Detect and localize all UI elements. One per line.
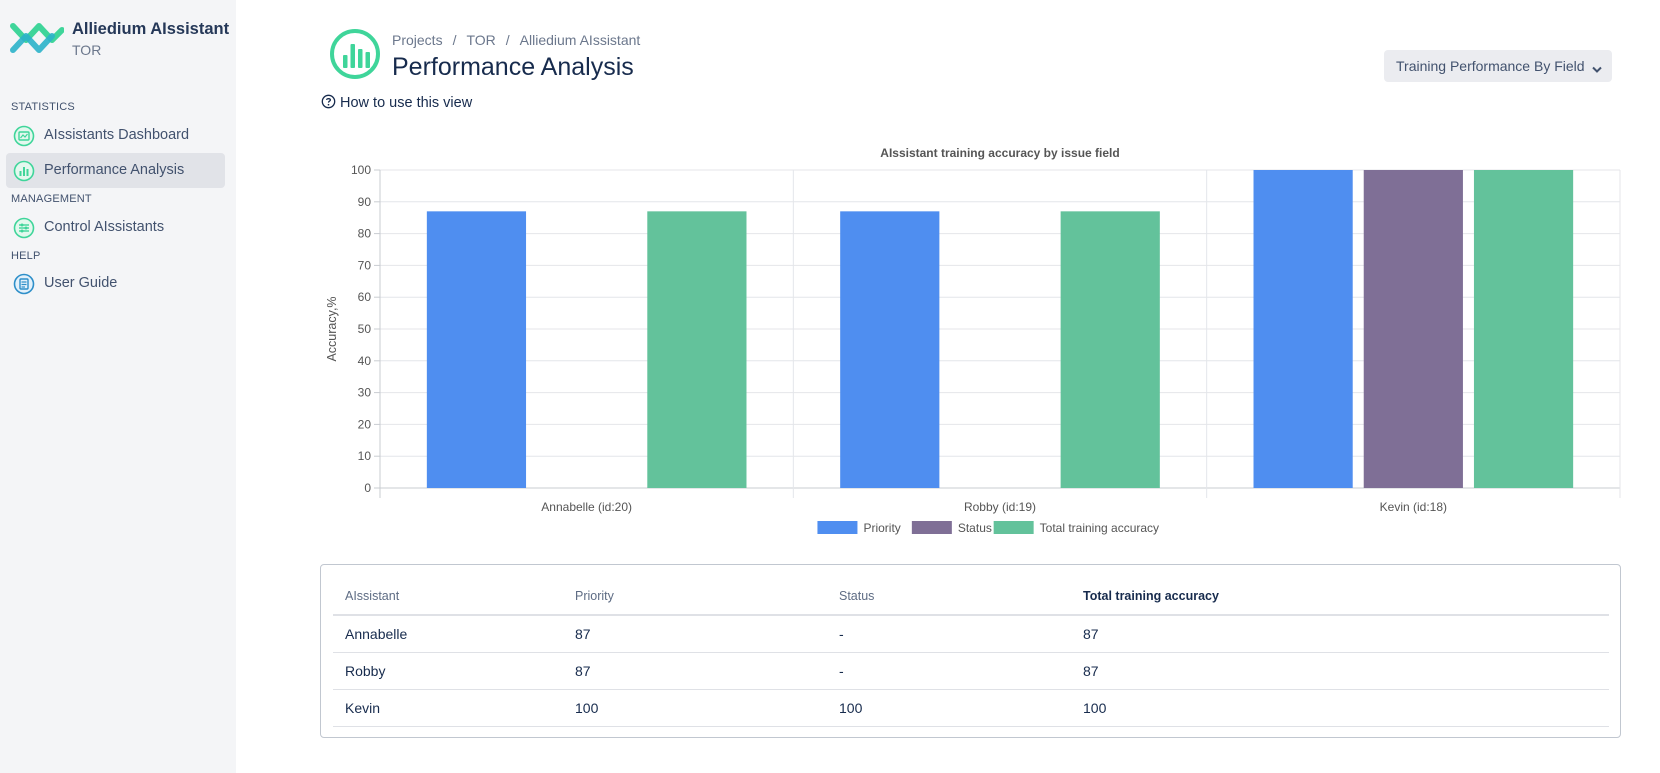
table-header-row: AIssistant Priority Status Total trainin… — [333, 577, 1609, 616]
section-label-statistics: STATISTICS — [11, 101, 75, 113]
view-select-value: Training Performance By Field — [1396, 58, 1585, 74]
y-tick-label: 0 — [364, 481, 371, 495]
legend-label: Priority — [863, 521, 900, 535]
cell-aissistant: Robby — [333, 652, 563, 690]
x-tick-label: Kevin (id:18) — [1380, 500, 1447, 514]
project-key: TOR — [72, 42, 102, 58]
breadcrumb-separator: / — [452, 32, 457, 48]
sidebar-item-user-guide[interactable]: User Guide — [6, 266, 225, 301]
y-tick-label: 10 — [358, 449, 372, 463]
sliders-icon — [13, 217, 35, 239]
cell-priority: 87 — [563, 652, 827, 690]
document-icon — [13, 273, 35, 295]
question-circle-icon — [321, 94, 336, 109]
breadcrumb-projects[interactable]: Projects — [392, 32, 443, 48]
x-tick-label: Robby (id:19) — [964, 500, 1036, 514]
view-select-dropdown[interactable]: Training Performance By Field — [1384, 50, 1612, 82]
y-tick-label: 90 — [358, 195, 372, 209]
bar-total-training-accuracy — [1473, 170, 1574, 488]
column-header-priority[interactable]: Priority — [563, 577, 827, 616]
breadcrumb-separator: / — [505, 32, 510, 48]
how-to-use-link[interactable]: How to use this view — [321, 94, 472, 111]
table-row: Kevin 100 100 100 — [333, 689, 1609, 727]
table-row: Robby 87 - 87 — [333, 652, 1609, 690]
cell-total: 87 — [1071, 652, 1609, 690]
sidebar-item-performance-analysis[interactable]: Performance Analysis — [6, 153, 225, 188]
bar-chart-icon — [13, 160, 35, 182]
sidebar-item-label: Performance Analysis — [44, 162, 185, 178]
y-tick-label: 30 — [358, 386, 372, 400]
legend-swatch — [993, 521, 1034, 534]
chevron-down-icon — [1592, 61, 1602, 77]
y-tick-label: 40 — [358, 354, 372, 368]
legend-swatch — [911, 521, 952, 534]
y-tick-label: 60 — [358, 290, 372, 304]
cell-aissistant: Kevin — [333, 689, 563, 727]
bar-status — [1363, 170, 1463, 488]
section-label-help: HELP — [11, 250, 41, 262]
bar-priority — [426, 211, 527, 488]
section-label-management: MANAGEMENT — [11, 193, 92, 205]
app-logo-icon — [10, 20, 65, 56]
bar-priority — [840, 211, 940, 488]
dashboard-icon — [13, 125, 35, 147]
cell-priority: 87 — [563, 615, 827, 653]
legend-label: Total training accuracy — [1040, 521, 1159, 535]
accuracy-table-card: AIssistant Priority Status Total trainin… — [320, 564, 1621, 738]
performance-analysis-icon — [329, 28, 381, 80]
column-header-total[interactable]: Total training accuracy — [1071, 577, 1609, 616]
how-to-use-label: How to use this view — [340, 95, 473, 111]
y-tick-label: 20 — [358, 417, 372, 431]
x-tick-label: Annabelle (id:20) — [541, 500, 632, 514]
bar-total-training-accuracy — [1060, 211, 1160, 488]
app-name: Alliedium AIssistant — [72, 20, 230, 38]
chart-title: AIssistant training accuracy by issue fi… — [880, 146, 1119, 160]
breadcrumb: Projects / TOR / Alliedium AIssistant — [392, 32, 640, 48]
y-tick-label: 70 — [358, 258, 372, 272]
column-header-aissistant[interactable]: AIssistant — [333, 577, 563, 616]
sidebar-item-label: AIssistants Dashboard — [44, 127, 190, 143]
cell-total: 87 — [1071, 615, 1609, 653]
cell-priority: 100 — [563, 689, 827, 727]
breadcrumb-project[interactable]: TOR — [466, 32, 496, 48]
accuracy-bar-chart: AIssistant training accuracy by issue fi… — [325, 146, 1621, 535]
legend-label: Status — [958, 521, 992, 535]
sidebar-item-aissistants-dashboard[interactable]: AIssistants Dashboard — [6, 118, 225, 153]
y-tick-label: 80 — [358, 227, 372, 241]
accuracy-table: AIssistant Priority Status Total trainin… — [333, 577, 1609, 727]
sidebar-item-label: User Guide — [44, 275, 118, 291]
page-title: Performance Analysis — [392, 53, 634, 81]
cell-total: 100 — [1071, 689, 1609, 727]
breadcrumb-app[interactable]: Alliedium AIssistant — [519, 32, 641, 48]
legend-swatch — [817, 521, 858, 534]
sidebar: Alliedium AIssistant TOR STATISTICS AIss… — [0, 0, 236, 773]
cell-aissistant: Annabelle — [333, 615, 563, 653]
sidebar-item-label: Control AIssistants — [44, 219, 165, 235]
bar-priority — [1253, 170, 1353, 488]
column-header-status[interactable]: Status — [827, 577, 1071, 616]
y-tick-label: 50 — [358, 322, 372, 336]
y-axis-label: Accuracy,% — [325, 296, 339, 361]
y-tick-label: 100 — [351, 163, 371, 177]
table-row: Annabelle 87 - 87 — [333, 615, 1609, 653]
cell-status: 100 — [827, 689, 1071, 727]
cell-status: - — [827, 615, 1071, 653]
sidebar-item-control-aissistants[interactable]: Control AIssistants — [6, 210, 225, 245]
cell-status: - — [827, 652, 1071, 690]
bar-total-training-accuracy — [647, 211, 747, 488]
